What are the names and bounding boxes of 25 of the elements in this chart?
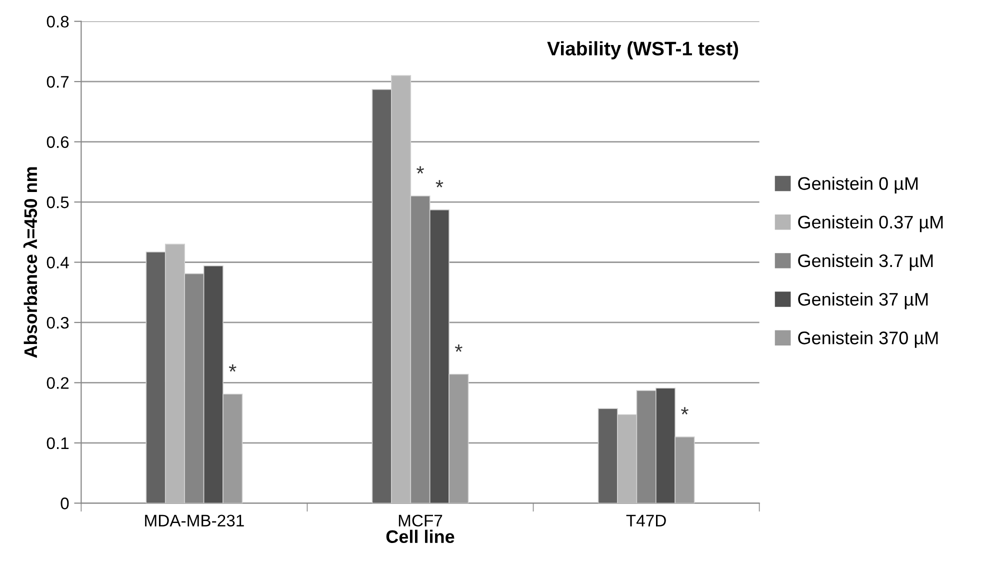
legend-label: Genistein 37 µM bbox=[798, 292, 928, 310]
y-tick-label: 0.4 bbox=[46, 256, 69, 268]
y-tick-label: 0.3 bbox=[46, 316, 69, 329]
y-tick-label: 0.6 bbox=[46, 136, 69, 148]
y-tick-label: 0.5 bbox=[46, 196, 69, 208]
text: Viability (WST-1 test) bbox=[547, 41, 738, 60]
y-axis-title: Absorbance λ=450 nm bbox=[23, 167, 38, 358]
data-label: * bbox=[436, 180, 444, 188]
x-axis-title: Cell line bbox=[386, 530, 454, 544]
data-label: * bbox=[454, 344, 462, 352]
legend-label: Genistein 370 µM bbox=[798, 331, 938, 348]
data-label: * bbox=[681, 407, 688, 414]
y-tick-label: 0.7 bbox=[46, 76, 69, 88]
x-tick-label: T47D bbox=[626, 514, 666, 526]
y-tick-label: 0.1 bbox=[46, 437, 69, 450]
data-label: * bbox=[416, 166, 424, 174]
legend-label: Genistein 3.7 µM bbox=[798, 254, 933, 271]
data-label: * bbox=[228, 364, 236, 372]
y-tick-label: 0 bbox=[60, 498, 69, 510]
x-tick-label: MDA-MB-231 bbox=[145, 514, 244, 526]
legend-label: Genistein 0 µM bbox=[798, 176, 918, 194]
legend-label: Genistein 0.37 µM bbox=[798, 215, 943, 232]
x-tick-label: MCF7 bbox=[398, 514, 442, 526]
y-tick-label: 0.8 bbox=[46, 16, 69, 28]
y-tick-label: 0.2 bbox=[46, 377, 69, 389]
